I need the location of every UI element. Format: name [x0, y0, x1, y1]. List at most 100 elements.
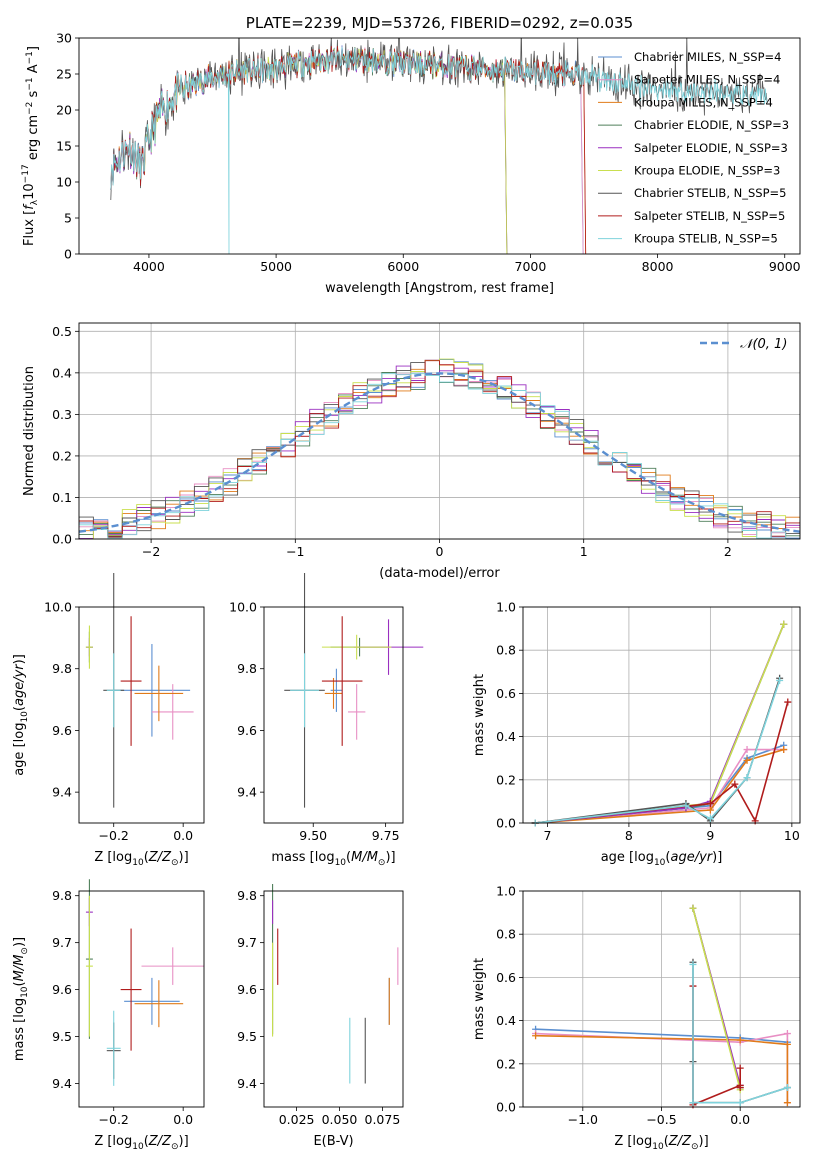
panel-3: 9.50 9.75 9.4 9.6 9.8 10.0 mass [log10(M/M⊙)]	[229, 573, 424, 868]
x-tick-label: −0.2	[99, 828, 129, 843]
marker-plus	[776, 676, 784, 684]
x-tick-label: 8000	[642, 259, 674, 274]
x-tick-label: 4000	[133, 259, 165, 274]
marker-plus	[706, 815, 714, 823]
panel-1: −2 −1 0 1 2 0.0 0.1 0.2 0.3 0.4 0.5 𝒩(0, 1) (data-mo…	[22, 322, 801, 581]
axes-frame	[263, 606, 404, 824]
x-tick-label: −0.2	[99, 1112, 129, 1127]
panel-7: −1.0 −0.5 0.0 0.0 0.2 0.4 0.6 0.8 1.0 Z [log10(Z/…	[472, 884, 801, 1152]
mass-weight-line-5	[692, 908, 741, 1090]
x-tick-label: 9	[706, 828, 714, 843]
legend-label: Salpeter STELIB, N_SSP=5	[634, 209, 785, 223]
mass-weight-line-8	[535, 680, 781, 823]
y-tick-label: 25	[56, 67, 72, 82]
y-tick-label: 10.0	[44, 600, 72, 615]
x-axis-label: Z [log10(Z/Z⊙)]	[94, 1134, 188, 1152]
marker-plus	[780, 620, 788, 628]
y-axis-label: age [log10(age/yr)]	[12, 654, 30, 776]
y-tick-label: 10.0	[229, 600, 257, 615]
axes-frame	[263, 890, 404, 1108]
x-tick-label: 0.0	[173, 1112, 193, 1127]
y-tick-label: 0	[64, 247, 72, 262]
spectrum-line-4	[110, 45, 508, 254]
marker-plus	[743, 746, 751, 754]
x-tick-label: 9000	[769, 259, 801, 274]
y-axis-label: Flux [fλ10−17 erg cm−2 s−1 A−1]	[21, 46, 41, 246]
axes-frame	[78, 606, 205, 824]
marker-plus	[689, 1099, 697, 1107]
y-tick-label: 0.0	[52, 532, 72, 547]
x-tick-label: 0.050	[322, 1112, 358, 1127]
x-axis-label: age [log10(age/yr)]	[601, 850, 723, 868]
marker-plus	[784, 698, 792, 706]
mass-weight-line-7	[535, 701, 789, 823]
x-tick-label: 9.75	[372, 828, 400, 843]
x-tick-label: 5000	[260, 259, 292, 274]
y-tick-label: 0.8	[496, 643, 516, 658]
y-tick-label: 0.0	[496, 1100, 516, 1115]
y-tick-label: 20	[56, 103, 72, 118]
y-axis-label: Normed distribution	[22, 366, 37, 496]
x-tick-label: 6000	[387, 259, 419, 274]
y-tick-label: 0.3	[52, 407, 72, 422]
y-tick-label: 9.5	[52, 1029, 72, 1044]
x-axis-label: Z [log10(Z/Z⊙)]	[94, 850, 188, 868]
y-tick-label: 9.6	[52, 723, 72, 738]
x-tick-label: 0	[436, 544, 444, 559]
x-tick-label: 0.075	[365, 1112, 401, 1127]
y-tick-label: 9.8	[52, 888, 72, 903]
x-tick-label: 0.0	[173, 828, 193, 843]
marker-plus	[783, 1030, 791, 1038]
marker-plus	[783, 1040, 791, 1048]
y-tick-label: 10	[56, 175, 72, 190]
y-tick-label: 0.5	[52, 324, 72, 339]
y-tick-label: 9.7	[237, 935, 257, 950]
x-axis-label: (data-model)/error	[379, 566, 500, 581]
y-tick-label: 0.6	[496, 970, 516, 985]
y-tick-label: 0.0	[496, 816, 516, 831]
x-tick-label: 0.025	[279, 1112, 315, 1127]
legend-label: Kroupa STELIB, N_SSP=5	[634, 232, 778, 246]
y-tick-label: 0.2	[496, 772, 516, 787]
x-tick-label: 1	[580, 544, 588, 559]
marker-plus	[743, 774, 751, 782]
x-axis-label: Z [log10(Z/Z⊙)]	[614, 1134, 708, 1152]
marker-plus	[783, 1099, 791, 1107]
y-tick-label: 9.8	[52, 661, 72, 676]
panel-2: −0.2 0.0 9.4 9.6 9.8 10.0 Z [log10(Z/Z⊙)] age […	[12, 573, 205, 868]
marker-plus	[706, 800, 714, 808]
y-tick-label: 9.4	[237, 1076, 257, 1091]
marker-plus	[736, 1036, 744, 1044]
y-tick-label: 0.6	[496, 686, 516, 701]
marker-plus	[783, 1084, 791, 1092]
marker-plus	[736, 1084, 744, 1092]
y-tick-label: 9.7	[52, 935, 72, 950]
y-tick-label: 9.8	[237, 661, 257, 676]
y-tick-label: 0.2	[52, 448, 72, 463]
mass-weight-line-2	[535, 748, 784, 823]
mass-weight-line-4	[535, 623, 785, 823]
y-tick-label: 5	[64, 211, 72, 226]
legend-label: Salpeter ELODIE, N_SSP=3	[634, 141, 788, 155]
panel-5: −0.2 0.0 9.4 9.5 9.6 9.7 9.8 Z [log10(Z/Z⊙)] mas…	[12, 879, 205, 1152]
x-axis-label: E(B-V)	[313, 1134, 353, 1149]
y-tick-label: 0.4	[496, 1013, 516, 1028]
y-tick-label: 30	[56, 31, 72, 46]
x-tick-label: 0.0	[730, 1112, 750, 1127]
legend-label: Kroupa MILES, N_SSP=4	[634, 95, 773, 109]
y-tick-label: 9.8	[237, 888, 257, 903]
y-tick-label: 15	[56, 139, 72, 154]
legend-label: Salpeter MILES, N_SSP=4	[634, 73, 780, 87]
marker-plus	[743, 756, 751, 764]
mass-weight-line-5	[535, 623, 785, 823]
axes-frame	[78, 322, 801, 540]
axes-frame	[522, 890, 801, 1108]
y-tick-label: 0.1	[52, 490, 72, 505]
panel-6: 0.025 0.050 0.075 9.4 9.5 9.6 9.7 9.8 E(B-V)	[237, 883, 404, 1149]
marker-plus	[736, 1099, 744, 1107]
x-tick-label: −1.0	[568, 1112, 598, 1127]
x-tick-label: −2	[142, 544, 160, 559]
y-tick-label: 9.6	[52, 982, 72, 997]
y-tick-label: 0.4	[52, 365, 72, 380]
x-tick-label: 8	[625, 828, 633, 843]
